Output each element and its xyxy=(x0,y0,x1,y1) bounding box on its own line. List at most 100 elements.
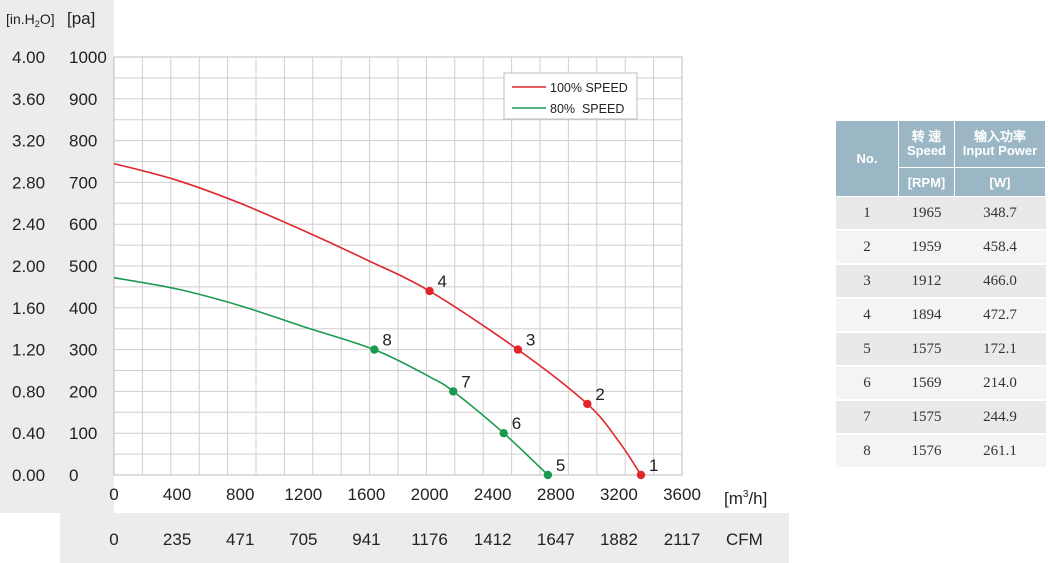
y-unit-pa: [pa] xyxy=(67,9,95,28)
cell-speed: 1576 xyxy=(898,434,955,469)
data-point-1 xyxy=(636,470,646,480)
table-row: 6 1569 214.0 xyxy=(835,366,1046,401)
unit-speed: [RPM] xyxy=(898,167,955,197)
y-tick-label-inh2o: 2.00 xyxy=(12,257,45,276)
y-tick-label-inh2o: 1.20 xyxy=(12,341,45,360)
data-point-label-7: 7 xyxy=(461,372,470,391)
legend-label: 80% SPEED xyxy=(550,102,624,116)
y-tick-label-pa: 500 xyxy=(69,257,97,276)
y-tick-label-pa: 600 xyxy=(69,215,97,234)
cell-speed: 1575 xyxy=(898,332,955,367)
y-tick-label-inh2o: 0.00 xyxy=(12,466,45,485)
x-unit-m3h: [m3/h] xyxy=(724,489,767,508)
cell-power: 472.7 xyxy=(954,298,1046,333)
cell-power: 261.1 xyxy=(954,434,1046,469)
y-tick-label-pa: 400 xyxy=(69,299,97,318)
x-tick-label-cfm: 1412 xyxy=(474,530,512,549)
x-tick-label-m3h: 2400 xyxy=(474,485,512,504)
cell-speed: 1912 xyxy=(898,264,955,299)
x-tick-label-cfm: 2117 xyxy=(664,530,701,549)
x-unit-cfm: CFM xyxy=(726,530,763,549)
data-point-label-3: 3 xyxy=(526,331,535,350)
y-unit-inh2o: [in.H2O] xyxy=(6,11,55,29)
x-tick-label-m3h: 3600 xyxy=(663,485,701,504)
data-point-2 xyxy=(583,399,592,409)
legend-box xyxy=(503,72,638,120)
y-tick-label-inh2o: 4.00 xyxy=(12,48,45,67)
x-tick-label-m3h: 0 xyxy=(109,485,118,504)
cell-no: 2 xyxy=(835,230,899,265)
data-point-6 xyxy=(499,429,508,438)
data-point-5 xyxy=(543,470,553,480)
data-point-label-8: 8 xyxy=(382,331,391,350)
cell-speed: 1965 xyxy=(898,196,955,231)
x-tick-label-cfm: 0 xyxy=(109,530,118,549)
y-tick-label-inh2o: 0.40 xyxy=(12,424,45,443)
data-point-label-4: 4 xyxy=(438,272,447,291)
x-tick-label-cfm: 235 xyxy=(163,530,191,549)
x-tick-label-m3h: 800 xyxy=(226,485,254,504)
y-tick-label-pa: 900 xyxy=(69,90,97,109)
data-point-label-2: 2 xyxy=(595,385,604,404)
cell-power: 458.4 xyxy=(954,230,1046,265)
cell-power: 214.0 xyxy=(954,366,1046,401)
table-row: 8 1576 261.1 xyxy=(835,434,1046,469)
cell-no: 5 xyxy=(835,332,899,367)
x-tick-label-m3h: 1200 xyxy=(284,485,322,504)
cell-speed: 1959 xyxy=(898,230,955,265)
header-speed-cn: 转 速 xyxy=(911,129,942,144)
cell-no: 3 xyxy=(835,264,899,299)
y-tick-label-pa: 200 xyxy=(69,382,97,401)
table-row: 5 1575 172.1 xyxy=(835,332,1046,367)
x-tick-label-cfm: 941 xyxy=(352,530,380,549)
x-tick-label-m3h: 2800 xyxy=(537,485,575,504)
data-point-label-5: 5 xyxy=(556,456,565,475)
cell-no: 7 xyxy=(835,400,899,435)
table-row: 3 1912 466.0 xyxy=(835,264,1046,299)
header-speed-en: Speed xyxy=(906,143,946,158)
y-tick-label-inh2o: 1.60 xyxy=(12,299,45,318)
x-tick-label-m3h: 400 xyxy=(163,485,191,504)
cell-speed: 1569 xyxy=(898,366,955,401)
cfm-band xyxy=(60,513,789,563)
y-tick-label-inh2o: 2.40 xyxy=(12,215,45,234)
y-tick-label-inh2o: 3.20 xyxy=(12,132,45,151)
header-power: 输入功率 Input Power xyxy=(954,120,1046,168)
table-row: 4 1894 472.7 xyxy=(835,298,1046,333)
header-speed: 转 速 Speed xyxy=(898,120,955,168)
cell-speed: 1575 xyxy=(898,400,955,435)
y-tick-label-pa: 0 xyxy=(69,466,78,485)
y-tick-label-inh2o: 2.80 xyxy=(12,173,45,192)
cell-no: 8 xyxy=(835,434,899,469)
x-tick-label-m3h: 3200 xyxy=(600,485,638,504)
cell-speed: 1894 xyxy=(898,298,955,333)
legend-label: 100% SPEED xyxy=(550,81,628,95)
cell-power: 466.0 xyxy=(954,264,1046,299)
table-row: 2 1959 458.4 xyxy=(835,230,1046,265)
data-point-label-1: 1 xyxy=(649,456,658,475)
unit-power: [W] xyxy=(954,167,1046,197)
cell-power: 244.9 xyxy=(954,400,1046,435)
y-tick-label-inh2o: 3.60 xyxy=(12,90,45,109)
cell-no: 1 xyxy=(835,196,899,231)
y-tick-label-pa: 100 xyxy=(69,424,97,443)
data-point-3 xyxy=(513,345,523,354)
y-tick-label-pa: 1000 xyxy=(69,48,107,67)
cell-no: 4 xyxy=(835,298,899,333)
header-power-en: Input Power xyxy=(962,143,1038,158)
y-axis-band xyxy=(0,0,114,513)
y-tick-label-pa: 800 xyxy=(69,132,97,151)
performance-chart: [in.H2O] [pa] 4.00 1000 3.60 900 3.20 800 2.80 70… xyxy=(0,0,789,563)
x-tick-label-cfm: 471 xyxy=(226,530,254,549)
data-point-label-6: 6 xyxy=(512,414,521,433)
cell-no: 6 xyxy=(835,366,899,401)
x-tick-label-cfm: 705 xyxy=(289,530,317,549)
data-point-8 xyxy=(370,345,379,354)
header-power-cn: 输入功率 xyxy=(973,129,1026,144)
data-point-4 xyxy=(425,286,434,296)
x-tick-label-m3h: 2000 xyxy=(411,485,449,504)
x-tick-label-cfm: 1647 xyxy=(537,530,575,549)
data-point-7 xyxy=(449,387,458,396)
x-tick-label-cfm: 1176 xyxy=(411,530,448,549)
